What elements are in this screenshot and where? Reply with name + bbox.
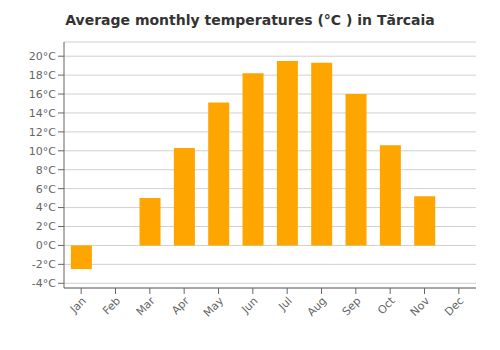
svg-text:20°C: 20°C — [29, 50, 56, 63]
svg-text:May: May — [201, 294, 227, 320]
svg-text:Mar: Mar — [134, 294, 158, 318]
svg-text:Aug: Aug — [305, 294, 329, 318]
svg-text:12°C: 12°C — [29, 126, 56, 139]
svg-text:Jan: Jan — [67, 294, 89, 316]
svg-text:4°C: 4°C — [36, 201, 56, 214]
svg-text:10°C: 10°C — [29, 145, 56, 158]
svg-text:2°C: 2°C — [36, 220, 56, 233]
svg-text:14°C: 14°C — [29, 107, 56, 120]
svg-text:Oct: Oct — [375, 294, 398, 317]
svg-text:-2°C: -2°C — [32, 258, 56, 271]
svg-text:8°C: 8°C — [36, 164, 56, 177]
svg-text:Jun: Jun — [238, 294, 260, 316]
svg-text:16°C: 16°C — [29, 88, 56, 101]
svg-text:-4°C: -4°C — [32, 277, 56, 290]
svg-text:Apr: Apr — [169, 294, 192, 317]
svg-text:Dec: Dec — [442, 294, 466, 318]
svg-text:Nov: Nov — [408, 294, 433, 319]
svg-text:Sep: Sep — [340, 294, 364, 318]
svg-text:Feb: Feb — [100, 294, 123, 317]
svg-text:0°C: 0°C — [36, 239, 56, 252]
svg-text:6°C: 6°C — [36, 183, 56, 196]
html-text:Average monthly temperatures (: Average monthly temperatures (°C ) in Tă… — [65, 12, 435, 28]
svg-text:Jul: Jul — [276, 294, 295, 313]
svg-text:18°C: 18°C — [29, 69, 56, 82]
